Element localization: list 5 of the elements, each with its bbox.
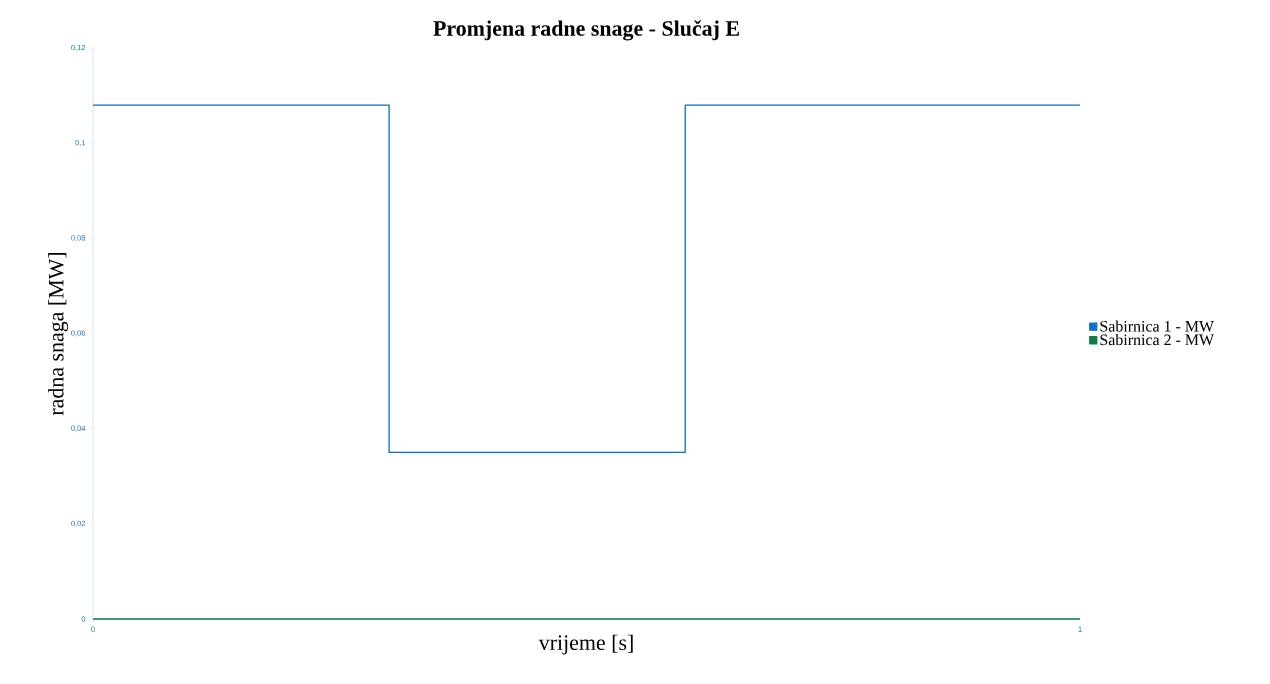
chart-title: Promjena radne snage - Slučaj E bbox=[433, 20, 739, 41]
x-axis-title: vrijeme [s] bbox=[538, 634, 633, 655]
legend-label: Sabirnica 1 - MW bbox=[1100, 320, 1215, 332]
y-axis-title: radna snaga [MW] bbox=[48, 252, 69, 416]
legend-label: Sabirnica 2 - MW bbox=[1100, 333, 1215, 346]
